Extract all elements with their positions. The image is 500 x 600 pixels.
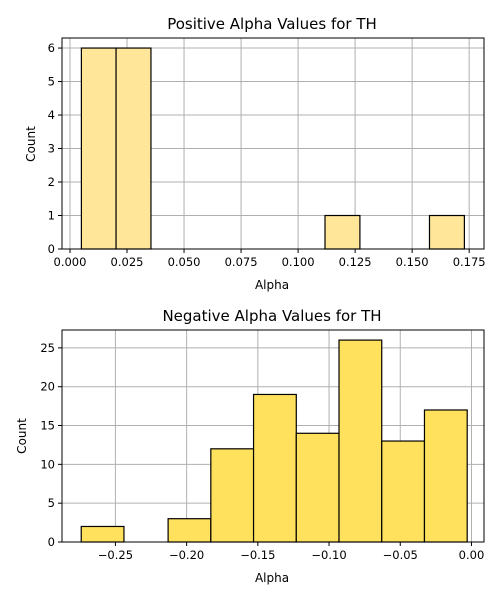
- x-tick-label: 0.000: [54, 255, 87, 269]
- x-tick-label: 0.050: [168, 255, 201, 269]
- y-tick-label: 20: [40, 380, 55, 394]
- x-axis-label: Alpha: [255, 278, 289, 292]
- y-tick-label: 2: [48, 175, 55, 189]
- y-tick-label: 15: [40, 419, 55, 433]
- histogram-bar: [338, 339, 383, 543]
- y-tick-label: 3: [48, 142, 55, 156]
- y-axis-label: Count: [15, 418, 29, 454]
- chart-title: Negative Alpha Values for TH: [162, 307, 381, 325]
- y-tick-label: 10: [40, 457, 55, 471]
- y-tick-label: 5: [48, 75, 55, 89]
- y-tick-label: 1: [48, 209, 55, 223]
- x-axis-label: Alpha: [255, 571, 289, 585]
- x-tick-label: 0.125: [339, 255, 372, 269]
- histogram-bar: [80, 525, 125, 543]
- histogram-bar: [423, 409, 468, 543]
- histogram-bar: [252, 393, 297, 543]
- histogram-bar: [324, 214, 361, 250]
- x-tick-label: 0.00: [459, 548, 485, 562]
- x-tick-label: −0.25: [98, 548, 133, 562]
- histogram-bar: [295, 432, 340, 543]
- x-tick-label: 0.075: [225, 255, 258, 269]
- x-tick-label: 0.025: [111, 255, 144, 269]
- histogram-bar: [115, 47, 152, 250]
- y-tick-label: 0: [48, 242, 55, 256]
- y-tick-label: 5: [48, 496, 55, 510]
- histogram-bar: [210, 448, 255, 543]
- x-tick-label: −0.05: [383, 548, 418, 562]
- histogram-bar: [428, 214, 465, 250]
- x-tick-label: −0.15: [240, 548, 275, 562]
- chart-title: Positive Alpha Values for TH: [167, 15, 377, 33]
- negative-alpha-histogram: Negative Alpha Values for TH −0.25 −0.20 −…: [15, 307, 485, 585]
- positive-alpha-histogram: Positive Alpha Values for TH 0.000 0.025 0…: [24, 15, 486, 292]
- y-tick-label: 0: [48, 535, 55, 549]
- plot-frame: [61, 37, 485, 250]
- x-tick-label: −0.10: [311, 548, 346, 562]
- x-tick-label: 0.150: [396, 255, 429, 269]
- y-tick-label: 6: [48, 41, 55, 55]
- histogram-bar: [167, 518, 212, 543]
- x-tick-label: −0.20: [169, 548, 204, 562]
- histogram-bar: [381, 440, 426, 543]
- x-tick-label: 0.175: [453, 255, 486, 269]
- y-tick-label: 25: [40, 341, 55, 355]
- y-tick-label: 4: [48, 108, 55, 122]
- y-axis-label: Count: [24, 126, 38, 162]
- x-tick-label: 0.100: [282, 255, 315, 269]
- histogram-bar: [80, 47, 117, 250]
- plot-frame: [61, 329, 485, 543]
